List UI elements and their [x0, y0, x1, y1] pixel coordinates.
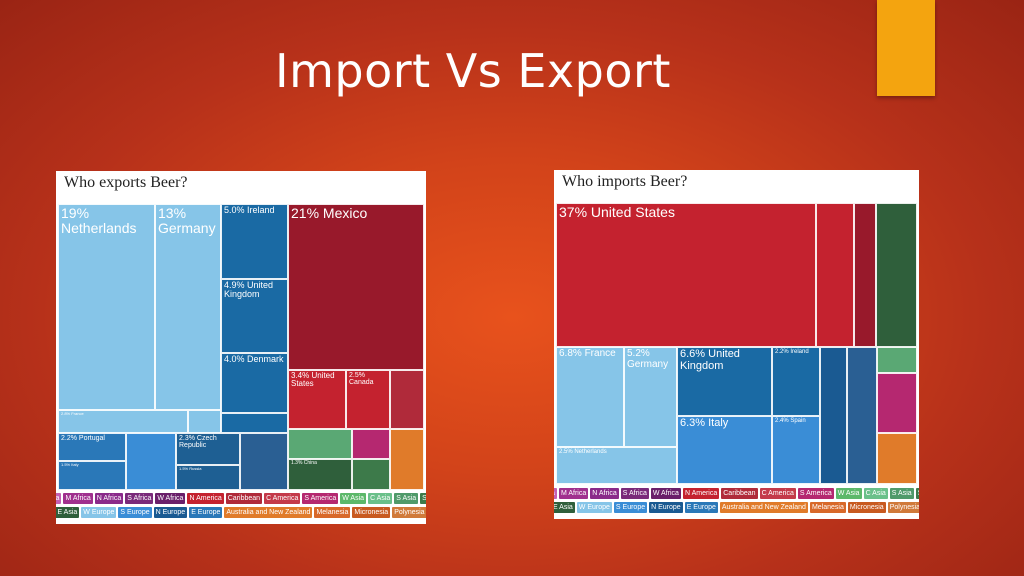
tile-netherlands-import[interactable]: 2.5% Netherlands: [556, 447, 677, 484]
imports-legend-n-america[interactable]: N America: [682, 488, 720, 499]
tile-italy-import[interactable]: 6.3% Italy: [677, 416, 772, 484]
exports-legend-c-asia[interactable]: C Asia: [368, 493, 393, 504]
imports-legend-polynesia[interactable]: Polynesia: [887, 502, 919, 513]
tile-mexico-import[interactable]: [854, 203, 876, 347]
exports-legend-e-asia[interactable]: E Asia: [56, 507, 80, 518]
imports-legend-australia-and-new-zealand[interactable]: Australia and New Zealand: [719, 502, 808, 513]
exports-legend-n-europe[interactable]: N Europe: [153, 507, 188, 518]
exports-legend-c-america[interactable]: C America: [264, 493, 301, 504]
tile-belgium-small[interactable]: [188, 410, 221, 433]
tile-canada-import[interactable]: [816, 203, 854, 347]
imports-legend-caribbean[interactable]: Caribbean: [721, 488, 758, 499]
imports-title: Who imports Beer?: [562, 173, 688, 190]
tile-ireland-import[interactable]: 2.2% Ireland: [772, 347, 820, 416]
imports-legend-w-asia[interactable]: W Asia: [835, 488, 862, 499]
imports-legend-c-asia[interactable]: C Asia: [863, 488, 888, 499]
imports-legend-micronesia[interactable]: Micronesia: [847, 502, 886, 513]
tile-spain-small[interactable]: [126, 433, 176, 490]
tile-n-europe-small-import[interactable]: [820, 347, 847, 484]
tile-australia-import[interactable]: [877, 433, 917, 484]
exports-legend-e-africa[interactable]: E Africa: [56, 493, 62, 504]
exports-panel: Who exports Beer? 19% Netherlands 13% Ge…: [56, 171, 426, 524]
tile-netherlands[interactable]: 19% Netherlands: [58, 204, 155, 410]
exports-legend-micronesia[interactable]: Micronesia: [352, 507, 391, 518]
tile-france[interactable]: 2.8% France: [58, 410, 188, 433]
exports-legend-caribbean[interactable]: Caribbean: [225, 493, 263, 504]
tile-e-europe-small-import[interactable]: [847, 347, 877, 484]
imports-legend-s-america[interactable]: S America: [797, 488, 834, 499]
tile-e-asia-import[interactable]: [876, 203, 917, 347]
exports-legend-w-asia[interactable]: W Asia: [340, 493, 367, 504]
exports-legend-n-africa[interactable]: N Africa: [94, 493, 124, 504]
imports-legend-s-europe[interactable]: S Europe: [613, 502, 648, 513]
tile-russia[interactable]: 1.5% Russia: [176, 465, 240, 490]
exports-legend-row-2: E Asia W Europe S Europe N Europe E Europe Au…: [56, 507, 426, 518]
tile-e-asia-small[interactable]: [352, 459, 390, 490]
tile-mexico[interactable]: 21% Mexico: [288, 204, 424, 370]
imports-panel: Who imports Beer? 37% United States 6.8%…: [554, 170, 919, 519]
exports-title: Who exports Beer?: [64, 174, 188, 191]
tile-united-states[interactable]: 3.4% United States: [288, 370, 346, 429]
tile-czech-republic[interactable]: 2.3% Czech Republic: [176, 433, 240, 465]
tile-spain-import[interactable]: 2.4% Spain: [772, 416, 820, 484]
tile-n-america-small[interactable]: [390, 370, 424, 429]
imports-legend-se-asia[interactable]: SE Asia: [915, 488, 919, 499]
tile-sweden-small[interactable]: [221, 413, 288, 433]
exports-legend-e-europe[interactable]: E Europe: [189, 507, 223, 518]
imports-legend-n-africa[interactable]: N Africa: [590, 488, 619, 499]
imports-treemap: 37% United States 6.8% France 5.2% Germa…: [556, 203, 917, 484]
tile-germany[interactable]: 13% Germany: [155, 204, 221, 410]
tile-thailand-small[interactable]: [288, 429, 352, 459]
tile-s-america-import[interactable]: [877, 373, 917, 433]
tile-ireland[interactable]: 5.0% Ireland: [221, 204, 288, 279]
exports-legend-w-africa[interactable]: W Africa: [155, 493, 186, 504]
imports-legend-e-africa[interactable]: E Africa: [554, 488, 557, 499]
exports-legend-s-america[interactable]: S America: [302, 493, 339, 504]
slide-title: Import Vs Export: [275, 44, 671, 98]
exports-legend-polynesia[interactable]: Polynesia: [392, 507, 426, 518]
tile-italy[interactable]: 1.5% Italy: [58, 461, 126, 490]
accent-bar: [877, 0, 935, 96]
tile-united-kingdom-import[interactable]: 6.6% United Kingdom: [677, 347, 772, 416]
tile-france-import[interactable]: 6.8% France: [556, 347, 624, 447]
imports-legend-e-asia[interactable]: E Asia: [554, 502, 575, 513]
tile-canada[interactable]: 2.5% Canada: [346, 370, 390, 429]
imports-legend-m-africa[interactable]: M Africa: [558, 488, 589, 499]
imports-legend-n-europe[interactable]: N Europe: [649, 502, 683, 513]
imports-legend-melanesia[interactable]: Melanesia: [809, 502, 846, 513]
tile-united-states-import[interactable]: 37% United States: [556, 203, 816, 347]
tile-portugal[interactable]: 2.2% Portugal: [58, 433, 126, 461]
exports-legend-melanesia[interactable]: Melanesia: [314, 507, 351, 518]
exports-legend-s-asia[interactable]: S Asia: [394, 493, 419, 504]
tile-australia-small[interactable]: [390, 429, 424, 490]
tile-germany-import[interactable]: 5.2% Germany: [624, 347, 677, 447]
exports-legend-se-asia[interactable]: SE Asia: [420, 493, 426, 504]
tile-s-america-small[interactable]: [352, 429, 390, 459]
exports-legend-w-europe[interactable]: W Europe: [81, 507, 117, 518]
exports-legend-s-africa[interactable]: S Africa: [125, 493, 154, 504]
exports-legend-s-europe[interactable]: S Europe: [118, 507, 152, 518]
imports-legend-w-africa[interactable]: W Africa: [650, 488, 681, 499]
exports-legend-m-africa[interactable]: M Africa: [63, 493, 93, 504]
imports-legend-s-africa[interactable]: S Africa: [620, 488, 649, 499]
exports-legend-n-america[interactable]: N America: [187, 493, 224, 504]
exports-treemap: 19% Netherlands 13% Germany 5.0% Ireland…: [58, 204, 424, 490]
imports-legend-s-asia[interactable]: S Asia: [889, 488, 914, 499]
imports-legend-c-america[interactable]: C America: [759, 488, 796, 499]
tile-united-kingdom[interactable]: 4.9% United Kingdom: [221, 279, 288, 353]
imports-legend-w-europe[interactable]: W Europe: [576, 502, 612, 513]
imports-legend-e-europe[interactable]: E Europe: [684, 502, 718, 513]
exports-legend-australia-and-new-zealand[interactable]: Australia and New Zealand: [224, 507, 313, 518]
imports-legend-row-2: E Asia W Europe S Europe N Europe E Europe Au…: [554, 502, 919, 513]
tile-e-europe-small[interactable]: [240, 433, 288, 490]
tile-denmark[interactable]: 4.0% Denmark: [221, 353, 288, 413]
tile-china[interactable]: 1.3% China: [288, 459, 352, 490]
tile-se-asia-import[interactable]: [877, 347, 917, 373]
